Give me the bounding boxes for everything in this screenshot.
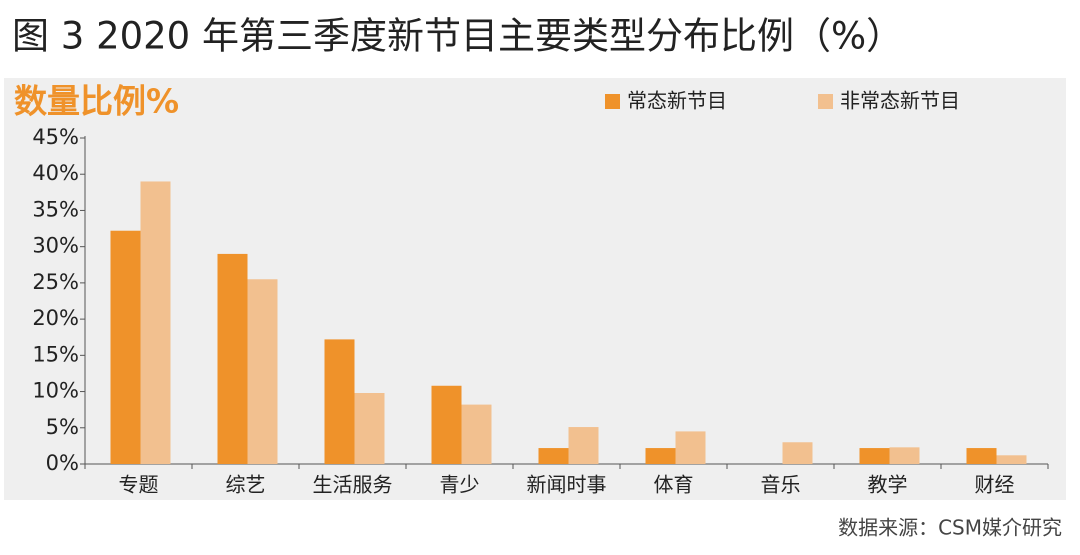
bar <box>996 455 1027 464</box>
bar <box>568 427 599 464</box>
legend-label: 常态新节目 <box>627 89 727 113</box>
y-tick-label: 25% <box>32 270 79 294</box>
bar <box>966 448 997 464</box>
y-tick-label: 20% <box>32 306 79 330</box>
x-tick-label: 教学 <box>868 473 908 497</box>
legend-swatch <box>818 94 833 109</box>
x-tick-label: 生活服务 <box>313 473 393 497</box>
bar <box>140 181 171 464</box>
chart-title: 图 3 2020 年第三季度新节目主要类型分布比例（%） <box>12 15 903 58</box>
bar <box>354 393 385 464</box>
y-tick-label: 0% <box>46 451 79 475</box>
bar <box>889 447 920 464</box>
bar <box>461 404 492 464</box>
y-axis-label: 数量比例% <box>14 82 179 121</box>
legend-label: 非常态新节目 <box>840 89 960 113</box>
x-tick-label: 体育 <box>654 473 694 497</box>
bar <box>645 448 676 464</box>
bar <box>110 230 141 464</box>
plot-background <box>4 78 1066 500</box>
x-tick-label: 音乐 <box>761 473 801 497</box>
bar <box>324 339 355 464</box>
bar <box>859 448 890 464</box>
y-tick-label: 40% <box>32 161 79 185</box>
x-tick-label: 专题 <box>119 473 159 497</box>
x-tick-label: 综艺 <box>226 473 266 497</box>
x-tick-label: 财经 <box>975 473 1015 497</box>
x-tick-label: 新闻时事 <box>527 473 607 497</box>
bar <box>431 385 462 464</box>
x-tick-label: 青少 <box>440 473 480 497</box>
y-tick-label: 30% <box>32 234 79 258</box>
bar <box>247 279 278 464</box>
bar <box>217 253 248 464</box>
legend-swatch <box>605 94 620 109</box>
source-note: 数据来源：CSM媒介研究 <box>838 516 1062 540</box>
y-tick-label: 15% <box>32 342 79 366</box>
bar <box>782 442 813 464</box>
y-tick-label: 5% <box>46 415 79 439</box>
y-tick-label: 35% <box>32 197 79 221</box>
bar <box>538 448 569 464</box>
y-tick-label: 45% <box>32 125 79 149</box>
y-tick-label: 10% <box>32 379 79 403</box>
bar <box>675 431 706 464</box>
